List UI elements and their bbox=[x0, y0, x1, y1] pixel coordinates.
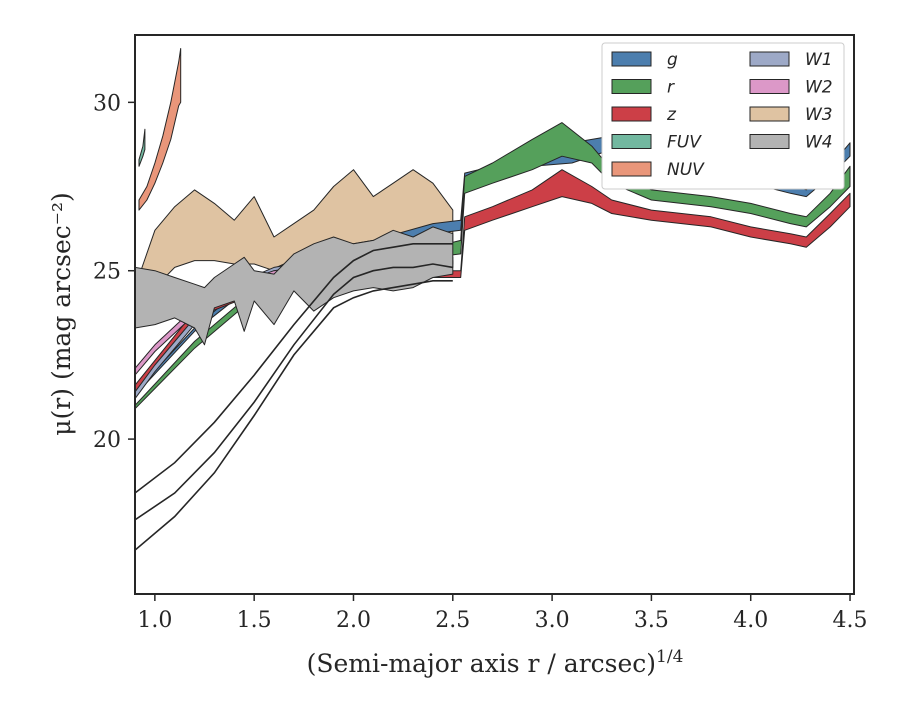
x-tick-label: 3.0 bbox=[535, 608, 570, 633]
x-tick-label: 2.5 bbox=[435, 608, 470, 633]
legend-label-w1: W1 bbox=[805, 50, 833, 70]
band-nuv bbox=[138, 48, 182, 211]
legend-swatch-z bbox=[611, 106, 652, 122]
band-w4 bbox=[135, 226, 454, 346]
legend-swatch-w2 bbox=[749, 79, 790, 94]
legend-swatch-r bbox=[611, 79, 652, 94]
x-axis: 1.0 1.5 2.0 2.5 3.0 3.5 4.0 4.5 bbox=[137, 594, 868, 633]
x-axis-title: (Semi-major axis r / arcsec)1/4 bbox=[307, 647, 684, 678]
x-tick-label: 2.0 bbox=[336, 608, 371, 633]
y-tick-label: 25 bbox=[93, 260, 121, 285]
legend-swatch-w1 bbox=[749, 51, 790, 67]
legend-label-nuv: NUV bbox=[667, 160, 705, 180]
y-tick-label: 20 bbox=[93, 428, 121, 453]
legend-swatch-nuv bbox=[611, 161, 652, 177]
legend-label-w3: W3 bbox=[805, 105, 833, 125]
legend-items: grz FUV NUV W1 W2 W3 W4 bbox=[611, 50, 833, 180]
legend-swatch-w4 bbox=[749, 134, 790, 149]
legend-label-w2: W2 bbox=[805, 78, 833, 98]
legend-swatch-w3 bbox=[749, 106, 790, 122]
x-tick-label: 1.5 bbox=[237, 608, 272, 633]
x-tick-label: 3.5 bbox=[634, 608, 669, 633]
band-fuv bbox=[138, 128, 146, 167]
y-tick-label: 30 bbox=[93, 91, 121, 116]
legend-label-z: z bbox=[666, 105, 677, 125]
plot-frame bbox=[134, 34, 855, 595]
bands-layer bbox=[135, 48, 851, 410]
y-axis: 20 25 30 bbox=[93, 91, 135, 453]
model-lines-layer bbox=[135, 243, 453, 551]
legend-swatch-g bbox=[611, 51, 652, 67]
legend-label-w4: W4 bbox=[805, 133, 833, 153]
x-tick-label: 1.0 bbox=[137, 608, 172, 633]
legend: grz FUV NUV W1 W2 W3 W4 bbox=[601, 42, 845, 190]
x-tick-label: 4.0 bbox=[733, 608, 768, 633]
x-axis-title-exponent: 1/4 bbox=[656, 647, 683, 667]
y-axis-title: μ(r) (mag arcsec⁻²) bbox=[47, 192, 76, 435]
model-profile-line-1 bbox=[135, 279, 453, 551]
model-profile-line-3 bbox=[135, 243, 453, 494]
legend-label-g: g bbox=[667, 50, 678, 70]
legend-swatch-fuv bbox=[611, 134, 652, 149]
legend-label-fuv: FUV bbox=[667, 133, 702, 153]
x-tick-label: 4.5 bbox=[833, 608, 868, 633]
model-profile-line-2 bbox=[135, 263, 453, 521]
legend-label-r: r bbox=[667, 78, 675, 98]
